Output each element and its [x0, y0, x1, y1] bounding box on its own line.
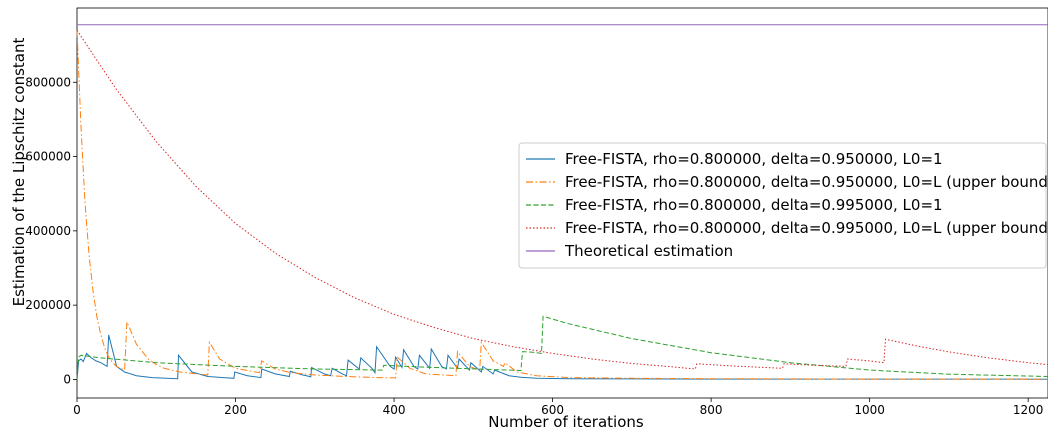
series-line-4 [76, 30, 1048, 370]
legend-box [518, 142, 1047, 269]
x-tick-label: 1200 [1013, 403, 1044, 417]
legend-entry: Theoretical estimation [564, 242, 733, 260]
x-tick-label: 0 [73, 403, 81, 417]
x-tick-label: 200 [224, 403, 247, 417]
y-axis: 0 200000 400000 600000 800000 [25, 75, 77, 386]
legend-entry: Free-FISTA, rho=0.800000, delta=0.950000… [565, 150, 943, 168]
x-axis-label: Number of iterations [488, 413, 644, 431]
x-tick-label: 600 [541, 403, 564, 417]
y-tick-label: 0 [63, 372, 71, 386]
x-axis: 0 200 400 600 800 1000 1200 [73, 398, 1043, 417]
y-tick-label: 400000 [25, 224, 71, 238]
x-tick-label: 1000 [854, 403, 885, 417]
x-tick-label: 400 [383, 403, 406, 417]
series-layer [76, 24, 1048, 380]
legend-entry: Free-FISTA, rho=0.800000, delta=0.995000… [565, 219, 1048, 237]
y-tick-label: 800000 [25, 75, 71, 89]
legend-entry: Free-FISTA, rho=0.800000, delta=0.995000… [565, 196, 943, 214]
series-line-2 [76, 30, 1048, 380]
series-line-3 [76, 315, 1048, 380]
x-tick-label: 800 [700, 403, 723, 417]
legend-entry: Free-FISTA, rho=0.800000, delta=0.950000… [565, 173, 1048, 191]
y-tick-label: 600000 [25, 150, 71, 164]
y-tick-label: 200000 [25, 298, 71, 312]
legend: Free-FISTA, rho=0.800000, delta=0.950000… [518, 142, 1048, 269]
y-axis-label: Estimation of the Lipschitz constant [10, 38, 28, 307]
series-line-1 [76, 334, 1048, 380]
